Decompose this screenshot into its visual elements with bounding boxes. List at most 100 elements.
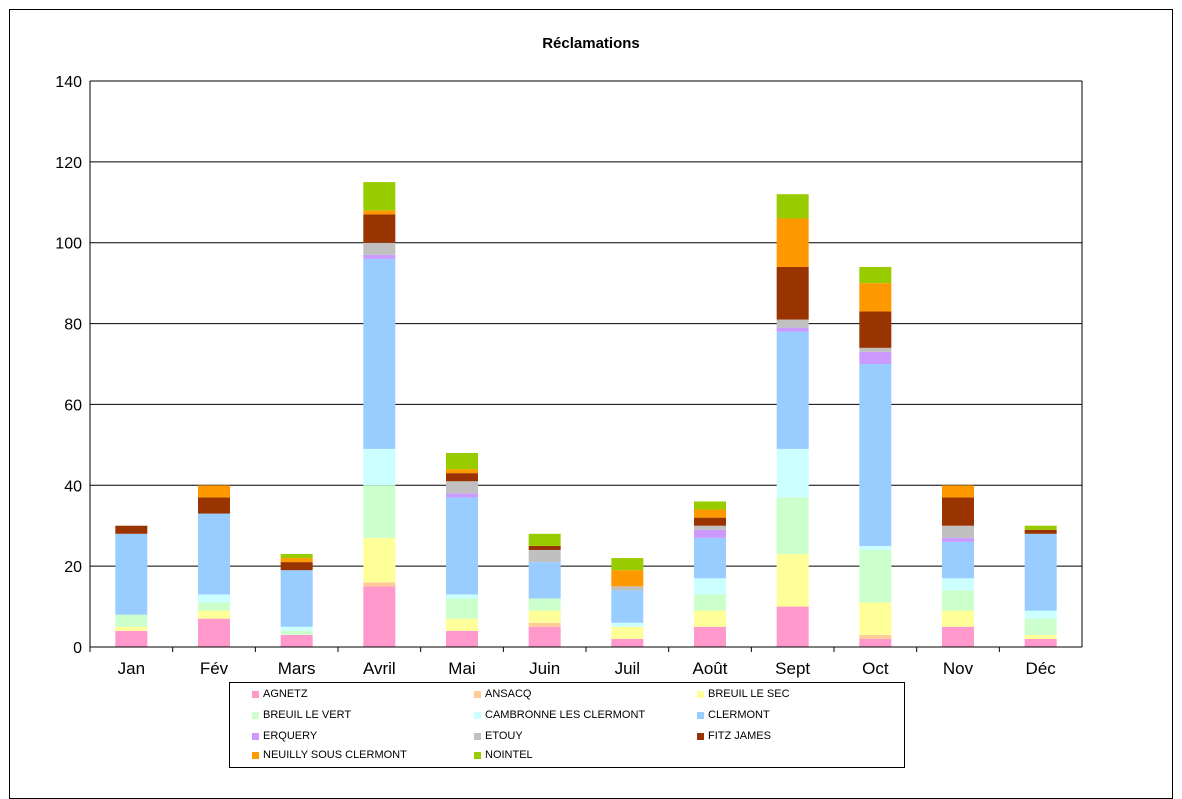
bar-segment: [115, 533, 148, 615]
bar-segment: [776, 266, 809, 320]
legend-item: ETOUY: [474, 730, 523, 742]
bar-segment: [776, 218, 809, 267]
bar-segment: [446, 630, 478, 647]
x-tick-label: Juin: [529, 659, 560, 678]
bar-segment: [611, 622, 644, 627]
bar-segment: [115, 626, 148, 631]
x-tick-label: Oct: [862, 659, 889, 678]
bar-segment: [611, 638, 644, 647]
bar-segment: [198, 610, 230, 619]
bar-segment: [363, 254, 396, 259]
chart-plot: 0 20 40 60 80 100 120 140 Jan Fév Mars Avril Mai Juin…: [55, 74, 1083, 678]
legend-swatch: [697, 711, 704, 719]
bar-segment: [1024, 610, 1057, 619]
bar-segment: [198, 618, 230, 647]
legend-label: ERQUERY: [263, 730, 318, 742]
legend-item: NEUILLY SOUS CLERMONT: [252, 749, 407, 761]
legend-swatch: [252, 732, 259, 740]
legend-item: BREUIL LE VERT: [252, 709, 351, 721]
y-tick-label: 60: [64, 397, 82, 414]
y-tick-label: 100: [55, 236, 82, 253]
bar-segment: [694, 529, 726, 538]
bar-segment: [611, 570, 644, 587]
bar-segment: [859, 638, 892, 647]
legend-item: FITZ JAMES: [697, 730, 771, 742]
bar-segment: [446, 497, 478, 595]
x-tick-label: Déc: [1026, 659, 1057, 678]
bar-segment: [446, 618, 478, 631]
x-tick-label: Mars: [278, 659, 316, 678]
bar-segment: [611, 626, 644, 639]
bar-segment: [859, 283, 892, 312]
legend-item: AGNETZ: [252, 688, 308, 700]
legend-item: CAMBRONNE LES CLERMONT: [474, 709, 645, 721]
legend-swatch: [697, 690, 704, 698]
bar-segment: [1024, 638, 1057, 647]
bar-segment: [198, 594, 230, 603]
bar-segment: [363, 210, 396, 215]
bar-segment: [694, 517, 726, 526]
bar-segment: [528, 545, 561, 550]
bar-segment: [694, 594, 726, 611]
bar-segment: [446, 452, 478, 470]
y-tick-label: 0: [73, 640, 82, 657]
legend-label: NEUILLY SOUS CLERMONT: [263, 749, 407, 761]
bar-segment: [942, 541, 974, 579]
bar-segment: [859, 364, 892, 546]
bar-segment: [859, 634, 892, 639]
bar-segment: [776, 319, 809, 328]
legend-item: BREUIL LE SEC: [697, 688, 790, 700]
legend-label: AGNETZ: [263, 688, 308, 700]
bar-segment: [198, 485, 230, 498]
legend-item: ERQUERY: [252, 730, 317, 742]
bar-segment: [942, 537, 974, 542]
bar-segment: [694, 509, 726, 518]
tick-labels: 0 20 40 60 80 100 120 140 Jan Fév Mars Avril Mai Juin…: [55, 74, 1056, 678]
bar-segment: [280, 626, 313, 631]
bar-segment: [942, 578, 974, 591]
legend-swatch: [474, 690, 481, 698]
bar-segment: [363, 242, 396, 255]
legend-item: ANSACQ: [474, 688, 531, 700]
bar-segment: [198, 497, 230, 514]
bar-segment: [528, 598, 561, 611]
bar-segment: [694, 578, 726, 595]
legend-label: NOINTEL: [485, 749, 533, 761]
bar-segment: [528, 562, 561, 599]
bar-segment: [446, 594, 478, 599]
legend-label: BREUIL LE VERT: [263, 709, 352, 721]
legend-label: BREUIL LE SEC: [708, 688, 790, 700]
y-tick-label: 120: [55, 155, 82, 172]
x-tick-label: Fév: [200, 659, 229, 678]
bar-segment: [280, 630, 313, 635]
bar-segment: [776, 331, 809, 449]
bar-segment: [1024, 529, 1057, 534]
legend-label: FITZ JAMES: [708, 730, 771, 742]
bar-segment: [280, 634, 313, 647]
bar-segment: [776, 497, 809, 555]
bar-segment: [694, 501, 726, 510]
bar-segment: [528, 610, 561, 623]
chart-title: Réclamations: [542, 35, 640, 52]
gridlines: [90, 80, 1082, 567]
bar-segment: [363, 182, 396, 211]
bar-segment: [363, 582, 396, 587]
x-tick-label: Sept: [775, 659, 810, 678]
bar-segment: [115, 630, 148, 647]
bar-segment: [694, 537, 726, 579]
legend-label: ETOUY: [485, 730, 523, 742]
legend-swatch: [252, 690, 259, 698]
x-tick-label: Jan: [118, 659, 145, 678]
bar-segment: [363, 586, 396, 647]
bar-segment: [942, 610, 974, 627]
bar-segment: [1024, 533, 1057, 611]
bar-segment: [198, 602, 230, 611]
bars: [115, 182, 1057, 647]
legend-item: NOINTEL: [474, 749, 533, 761]
x-tick-label: Juil: [615, 659, 641, 678]
bar-segment: [280, 562, 313, 571]
legend-swatch: [697, 732, 704, 740]
bar-segment: [363, 448, 396, 486]
y-tick-label: 140: [55, 74, 82, 91]
bar-segment: [859, 266, 892, 284]
